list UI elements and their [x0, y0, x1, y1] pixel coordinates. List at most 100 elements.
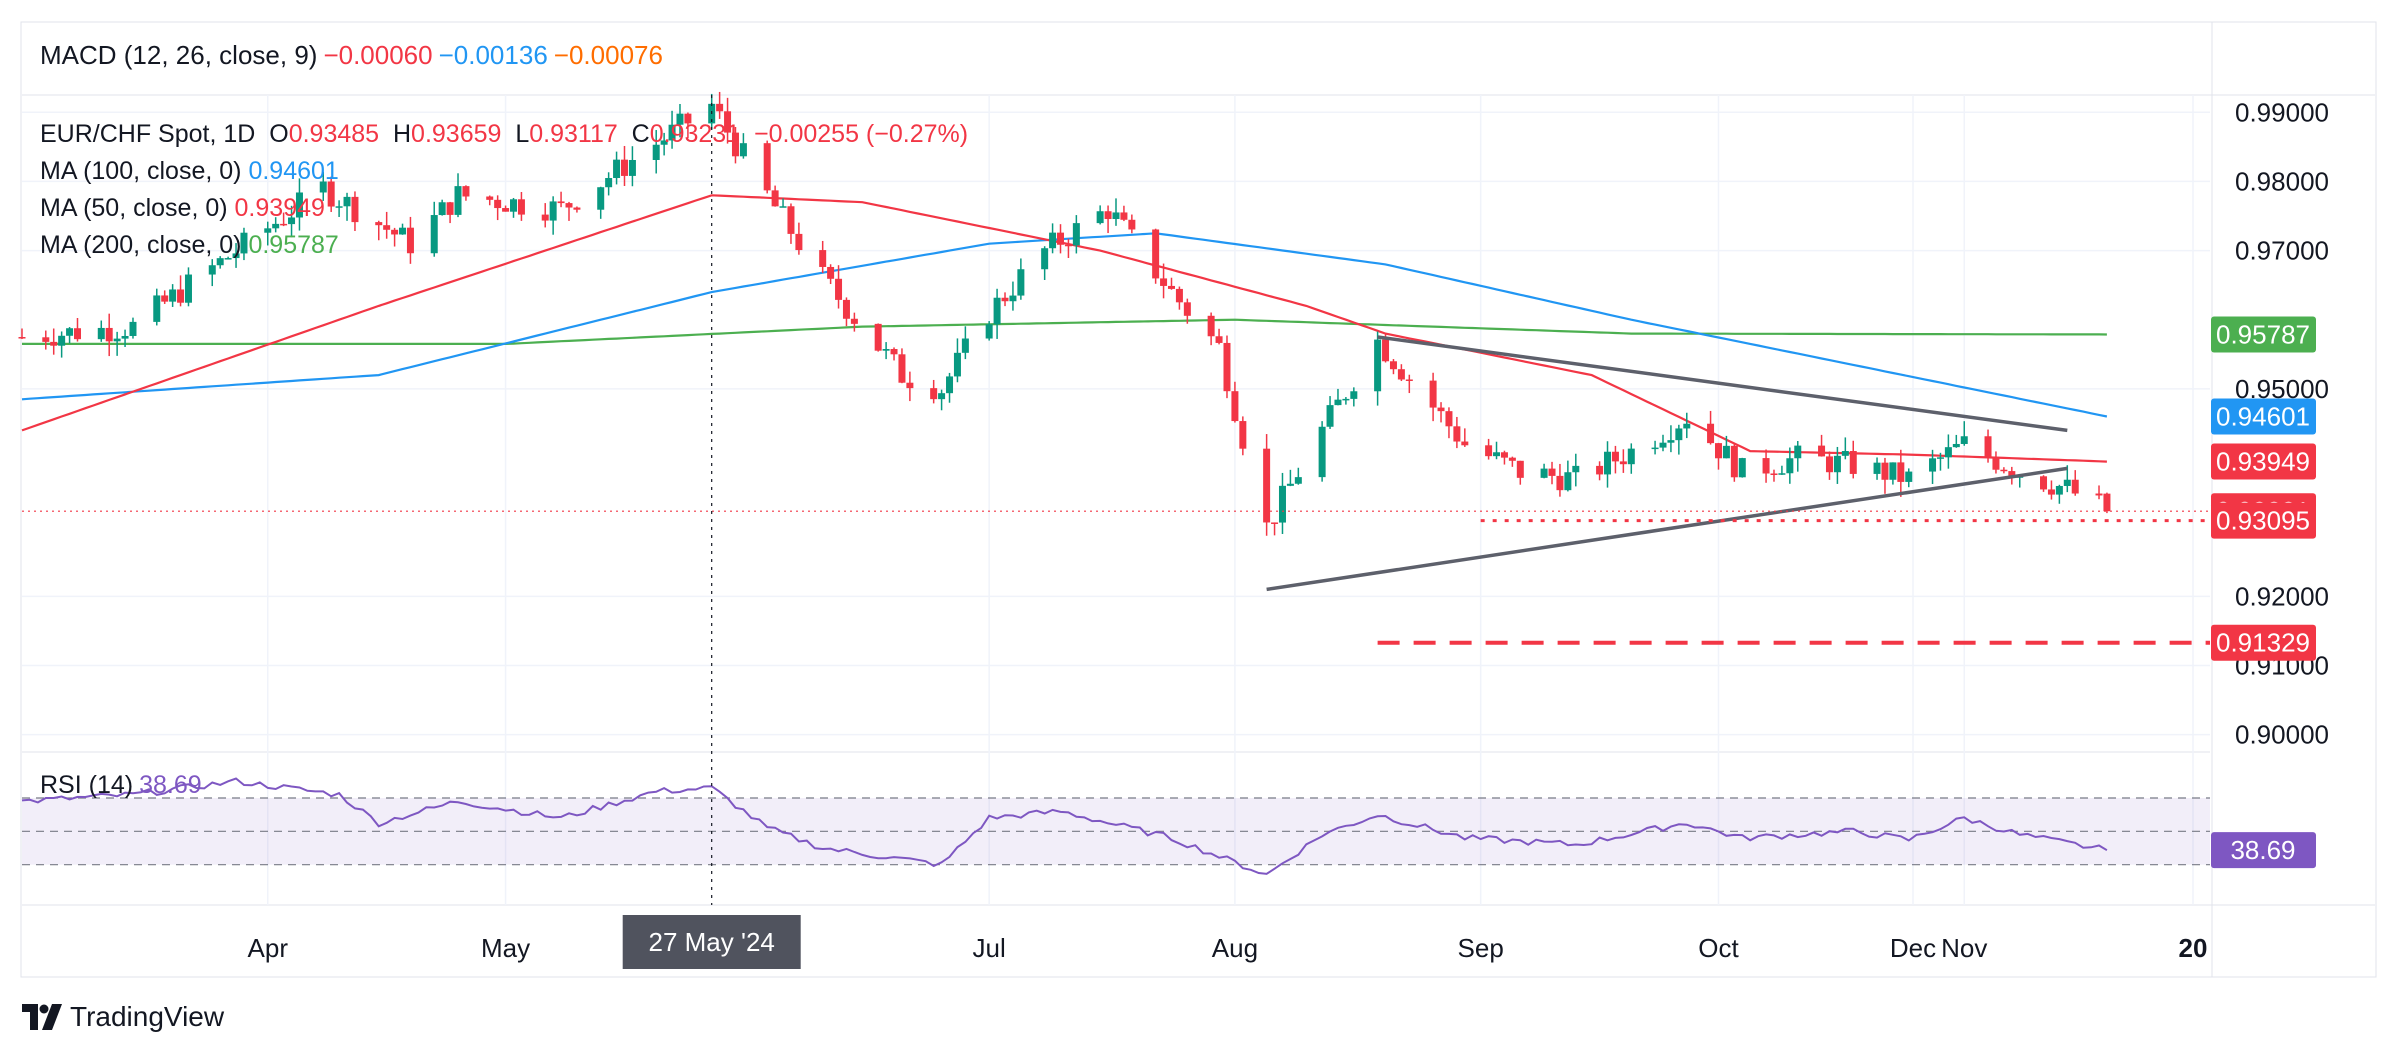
candle-body [50, 341, 58, 346]
candle-body [1350, 391, 1358, 399]
tradingview-logo-icon [22, 1004, 62, 1030]
candle-body [2063, 479, 2071, 486]
y-tick-label: 0.99000 [2235, 97, 2329, 127]
candle-body [716, 103, 724, 112]
candle-body [549, 201, 557, 221]
candle-body [375, 222, 383, 226]
ma50-legend[interactable]: MA (50, close, 0) 0.93949 [40, 190, 968, 227]
candle-body [1500, 452, 1508, 458]
candle-body [2055, 485, 2063, 495]
candle-body [1160, 278, 1168, 286]
candle-body [510, 199, 518, 212]
candle-body [280, 223, 288, 226]
candle-body [1667, 440, 1675, 443]
candle-body [850, 318, 858, 324]
candle-body [597, 187, 605, 210]
candle-body [2000, 469, 2008, 472]
candle-body [1215, 336, 1223, 343]
candle-body [1207, 315, 1215, 337]
candle-body [1263, 448, 1271, 523]
rsi-label: RSI (14) [40, 771, 134, 799]
price-axis-tag-bg [2211, 398, 2316, 435]
price-axis-tag-text: 0.94601 [2216, 401, 2310, 431]
candle-body [1722, 445, 1730, 459]
trendline-upper [1377, 335, 2068, 433]
candle-body [1611, 451, 1619, 462]
price-axis-tag: 0.93949 [2211, 443, 2316, 480]
x-tick-label: Jul [973, 933, 1006, 963]
high-label: H [392, 120, 412, 148]
ma100-value: 0.94601 [248, 157, 339, 185]
candle-body [240, 232, 248, 254]
candle-body [454, 186, 462, 215]
candle-body [288, 217, 296, 225]
ma50-line [21, 194, 2107, 463]
candle-body [1453, 426, 1461, 442]
candle-body [827, 266, 835, 279]
candle-body [430, 215, 438, 254]
ma50-label: MA (50, close, 0) [40, 194, 228, 222]
trendline-lower [1266, 466, 2068, 592]
open-label: O [269, 120, 289, 148]
candle-body [113, 338, 121, 342]
candle-body [153, 295, 161, 322]
candle-body [1604, 451, 1612, 475]
ma200-legend[interactable]: MA (200, close, 0) 0.95787 [40, 227, 968, 264]
ma100-label: MA (100, close, 0) [40, 157, 242, 185]
candle-body [184, 274, 192, 303]
candle-body [2047, 489, 2055, 495]
rsi-axis-tag-text: 38.69 [2230, 835, 2295, 865]
candle-body [620, 159, 628, 176]
x-tick-label: Oct [1698, 933, 1739, 963]
candle-body [1461, 441, 1469, 446]
candle-body [264, 228, 272, 233]
symbol-row[interactable]: EUR/CHF Spot, 1D O0.93485 H0.93659 L0.93… [40, 116, 968, 153]
price-axis-tag: 0.94601 [2211, 398, 2316, 435]
price-axis-tag-text: 0.93949 [2216, 447, 2310, 477]
candle-body [1730, 445, 1738, 478]
price-axis-tag-text: 0.93095 [2216, 506, 2310, 536]
candle-body [739, 143, 747, 157]
candle-body [1294, 477, 1302, 484]
rsi-legend[interactable]: RSI (14) 38.69 [40, 771, 208, 800]
y-tick-label: 0.92000 [2235, 581, 2329, 611]
candle-body [224, 258, 232, 260]
candle-body [1770, 473, 1778, 475]
tradingview-brand[interactable]: TradingView [22, 1001, 224, 1033]
candle-body [557, 201, 565, 204]
rsi-axis-tag: 38.69 [2211, 832, 2316, 869]
price-axis-tag: 0.91329 [2211, 624, 2316, 661]
candle-body [882, 349, 890, 351]
candle-body [1009, 295, 1017, 302]
candle-body [1556, 475, 1564, 491]
candle-body [613, 159, 621, 179]
macd-value-3: −0.00076 [553, 40, 663, 70]
candle-body [335, 206, 343, 208]
y-tick-label: 0.98000 [2235, 166, 2329, 196]
candle-body [486, 196, 494, 200]
low-label: L [515, 120, 530, 148]
candle-body [731, 132, 739, 157]
candle-body [1437, 407, 1445, 412]
candle-body [1223, 342, 1231, 392]
candle-body [930, 388, 938, 400]
candle-body [605, 178, 613, 188]
candle-body [399, 227, 407, 235]
price-axis-tag-text: 0.95787 [2216, 319, 2310, 349]
candle-body [1564, 472, 1572, 491]
candle-body [517, 199, 525, 215]
candle-body [161, 295, 169, 302]
candle-body [946, 376, 954, 394]
candle-body [1707, 423, 1715, 444]
candle-body [1619, 461, 1627, 465]
candle-body [1992, 456, 2000, 470]
candle-body [1342, 398, 1350, 401]
ma100-legend[interactable]: MA (100, close, 0) 0.94601 [40, 153, 968, 190]
candle-body [993, 297, 1001, 325]
candle-body [1952, 443, 1960, 448]
ma200-line [22, 318, 2107, 345]
candle-body [1508, 457, 1516, 461]
candle-body [1818, 445, 1826, 457]
candle-body [232, 253, 240, 259]
